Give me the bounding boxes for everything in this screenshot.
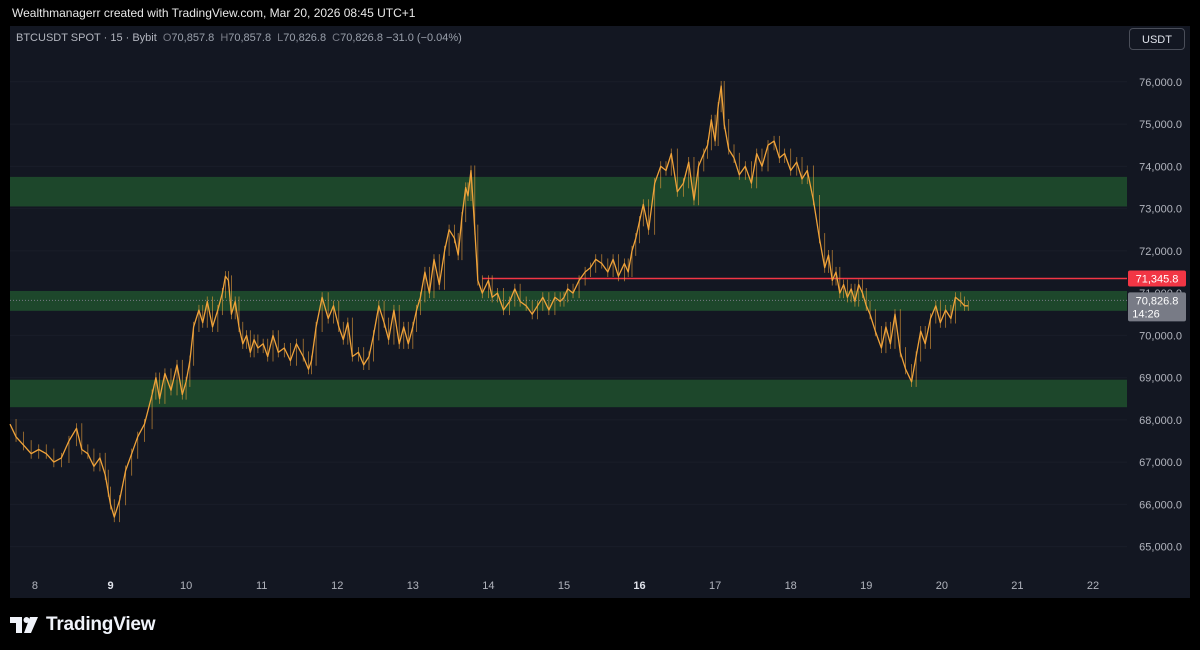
y-tick-label: 76,000.0 xyxy=(1139,77,1182,89)
x-tick-label: 21 xyxy=(1011,580,1023,592)
y-tick-label: 69,000.0 xyxy=(1139,373,1182,385)
y-tick-label: 65,000.0 xyxy=(1139,542,1182,554)
open-label: O xyxy=(162,32,172,44)
resistance-price-tag xyxy=(1128,270,1186,287)
y-tick-label: 68,000.0 xyxy=(1139,415,1182,427)
y-tick-label: 73,000.0 xyxy=(1139,204,1182,216)
symbol-label[interactable]: BTCUSDT SPOT · 15 · Bybit xyxy=(16,32,157,44)
x-tick-label: 15 xyxy=(558,580,570,592)
tradingview-logo[interactable]: TradingView xyxy=(10,612,156,638)
y-tick-label: 75,000.0 xyxy=(1139,119,1182,131)
high-label: H xyxy=(220,32,229,44)
open-value: 70,857.8 xyxy=(171,32,215,44)
y-tick-label: 74,000.0 xyxy=(1139,161,1182,173)
x-tick-label: 20 xyxy=(936,580,948,592)
x-tick-label: 22 xyxy=(1087,580,1099,592)
current-price-tag xyxy=(1128,292,1186,322)
bar-countdown-label: 14:26 xyxy=(1132,308,1160,320)
x-tick-label: 12 xyxy=(331,580,343,592)
y-tick-label: 66,000.0 xyxy=(1139,499,1182,511)
x-tick-label: 14 xyxy=(482,580,494,592)
close-label: C xyxy=(332,32,341,44)
x-tick-label: 9 xyxy=(107,580,113,592)
low-value: 70,826.8 xyxy=(283,32,327,44)
low-label: L xyxy=(277,32,284,44)
high-value: 70,857.8 xyxy=(228,32,272,44)
price-zone[interactable] xyxy=(10,176,1127,207)
x-tick-label: 13 xyxy=(407,580,419,592)
x-tick-label: 16 xyxy=(633,580,645,592)
x-tick-label: 18 xyxy=(785,580,797,592)
x-tick-label: 11 xyxy=(256,580,267,592)
tradingview-logo-icon xyxy=(10,617,38,633)
chart-pane[interactable] xyxy=(10,26,1190,598)
y-tick-label: 67,000.0 xyxy=(1139,457,1182,469)
resistance-price-label: 71,345.8 xyxy=(1136,273,1179,285)
x-tick-label: 10 xyxy=(180,580,192,592)
y-tick-label: 72,000.0 xyxy=(1139,246,1182,258)
x-tick-label: 8 xyxy=(32,580,38,592)
current-price-label: 70,826.8 xyxy=(1136,295,1179,307)
y-tick-label: 70,000.0 xyxy=(1139,330,1182,342)
x-tick-label: 17 xyxy=(709,580,721,592)
change-value: −31.0 (−0.04%) xyxy=(386,32,462,44)
tradingview-brand-text: TradingView xyxy=(46,614,156,635)
price-zone[interactable] xyxy=(10,379,1127,408)
chart-credit: Wealthmanagerr created with TradingView.… xyxy=(12,6,416,20)
x-tick-label: 19 xyxy=(860,580,872,592)
price-series-line xyxy=(9,85,969,518)
currency-button[interactable]: USDT xyxy=(1129,28,1185,50)
ohlc-legend: BTCUSDT SPOT · 15 · Bybit O70,857.8 H70,… xyxy=(16,30,462,46)
close-value: 70,826.8 xyxy=(340,32,383,44)
